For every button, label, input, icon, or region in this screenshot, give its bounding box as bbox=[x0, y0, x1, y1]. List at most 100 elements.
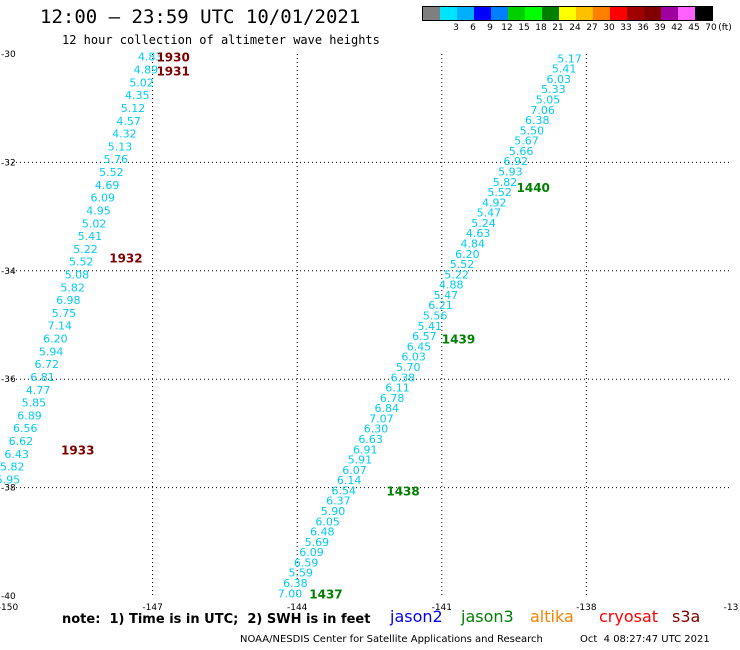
legend-label: 12 bbox=[501, 23, 513, 33]
wave-height-value: 6.91 bbox=[353, 443, 378, 456]
wave-height-value: 6.11 bbox=[385, 382, 410, 395]
legend-swatch bbox=[542, 7, 559, 20]
wave-height-value: 5.22 bbox=[73, 243, 98, 256]
wave-height-value: 6.37 bbox=[326, 495, 351, 508]
legend-swatch bbox=[576, 7, 593, 20]
pass-time-label: 1439 bbox=[442, 333, 475, 347]
satellite-legend-entry: jason3 bbox=[461, 607, 514, 626]
wave-height-value: 6.38 bbox=[283, 577, 308, 590]
wave-height-value: 6.09 bbox=[91, 192, 116, 205]
satellite-legend-entry: jason2 bbox=[390, 607, 443, 626]
wave-height-value: 5.41 bbox=[552, 63, 577, 76]
wave-height-value: 6.81 bbox=[30, 371, 55, 384]
wave-height-value: 5.24 bbox=[471, 217, 496, 230]
wave-height-value: 5.82 bbox=[60, 281, 85, 294]
wave-height-value: 6.05 bbox=[315, 515, 340, 528]
wave-height-value: 4.83 bbox=[138, 51, 163, 64]
satellite-legend-entry: s3a bbox=[672, 607, 701, 626]
x-tick-label: -13 bbox=[724, 603, 739, 613]
legend-swatch bbox=[491, 7, 508, 20]
pass-time-label: 1932 bbox=[109, 251, 142, 265]
satellite-legend-entry: cryosat bbox=[599, 607, 659, 626]
pass-time-label: 1933 bbox=[61, 444, 94, 458]
wave-height-value: 6.56 bbox=[13, 422, 38, 435]
wave-height-value: 5.02 bbox=[129, 76, 154, 89]
pass-time-label: 1438 bbox=[386, 484, 419, 498]
wave-height-value: 6.38 bbox=[391, 371, 416, 384]
wave-height-value: 5.67 bbox=[514, 135, 539, 148]
wave-height-value: 6.59 bbox=[294, 556, 319, 569]
wave-height-value: 5.94 bbox=[39, 345, 64, 358]
wave-height-value: 5.52 bbox=[69, 256, 94, 269]
x-tick-label: -147 bbox=[142, 603, 162, 613]
wave-height-value: 5.70 bbox=[396, 361, 421, 374]
wave-height-value: 5.95 bbox=[0, 473, 20, 486]
legend-label: 15 bbox=[518, 23, 530, 33]
generated-timestamp: Oct 4 08:27:47 UTC 2021 bbox=[580, 634, 710, 645]
pass-time-label: 1437 bbox=[309, 587, 342, 601]
wave-height-value: 5.91 bbox=[348, 454, 373, 467]
wave-height-value: 5.82 bbox=[493, 176, 518, 189]
wave-height-value: 6.57 bbox=[412, 330, 437, 343]
wave-height-value: 6.54 bbox=[331, 484, 356, 497]
wave-height-value: 5.66 bbox=[509, 145, 534, 158]
wave-height-value: 6.20 bbox=[455, 248, 480, 261]
wave-height-value: 6.14 bbox=[337, 474, 362, 487]
wave-height-value: 5.13 bbox=[108, 140, 133, 153]
wave-height-value: 5.33 bbox=[541, 83, 566, 96]
legend-swatch bbox=[423, 7, 440, 20]
legend-label: 30 bbox=[603, 23, 615, 33]
wave-height-value: 4.95 bbox=[86, 204, 111, 217]
legend-label: 36 bbox=[637, 23, 649, 33]
wave-height-value: 7.00 bbox=[278, 587, 303, 600]
footer-note: note: 1) Time is in UTC; 2) SWH is in fe… bbox=[62, 612, 371, 627]
legend-label: 24 bbox=[569, 23, 581, 33]
wave-height-value: 5.22 bbox=[444, 268, 469, 281]
wave-height-value: 5.69 bbox=[305, 536, 330, 549]
wave-height-color-legend: 3 6 9 12 15 18 21 24 27 30 33 36 39 42 45 70 (ft) bbox=[422, 6, 732, 35]
wave-height-value: 5.52 bbox=[450, 258, 475, 271]
wave-height-value: 6.30 bbox=[364, 423, 389, 436]
legend-swatch bbox=[610, 7, 627, 20]
y-tick-label: -40 bbox=[1, 592, 16, 602]
legend-label: 42 bbox=[671, 23, 683, 33]
wave-height-value: 5.02 bbox=[82, 217, 107, 230]
wave-height-value: 5.41 bbox=[418, 320, 443, 333]
wave-height-value: 7.14 bbox=[47, 320, 72, 333]
wave-height-value: 5.47 bbox=[434, 289, 459, 302]
legend-label: 3 bbox=[453, 23, 459, 33]
legend-label: 27 bbox=[586, 23, 598, 33]
legend-label: 21 bbox=[552, 23, 564, 33]
x-tick-label: -144 bbox=[287, 603, 308, 613]
legend-label: 9 bbox=[487, 23, 493, 33]
wave-height-value: 4.84 bbox=[461, 238, 486, 251]
legend-label: 45 bbox=[688, 23, 700, 33]
wave-height-value: 7.06 bbox=[530, 104, 555, 117]
satellite-legend-entry: altika bbox=[530, 607, 574, 626]
wave-height-value: 5.52 bbox=[99, 166, 124, 179]
wave-height-value: 4.77 bbox=[26, 384, 51, 397]
wave-height-value: 7.07 bbox=[369, 412, 394, 425]
wave-height-value: 6.98 bbox=[56, 294, 81, 307]
legend-swatch bbox=[474, 7, 491, 20]
wave-height-value: 6.84 bbox=[374, 402, 399, 415]
wave-height-value: 5.59 bbox=[288, 567, 313, 580]
y-tick-label: -38 bbox=[1, 484, 16, 494]
legend-swatch bbox=[661, 7, 678, 20]
wave-height-value: 5.17 bbox=[557, 52, 582, 65]
wave-height-value: 6.48 bbox=[310, 526, 335, 539]
legend-swatch bbox=[457, 7, 474, 20]
x-tick-label: -150 bbox=[0, 603, 18, 613]
legend-swatch bbox=[644, 7, 661, 20]
wave-height-value: 5.56 bbox=[423, 310, 448, 323]
legend-label: 18 bbox=[535, 23, 547, 33]
wave-height-value: 4.89 bbox=[134, 64, 159, 77]
y-tick-label: -30 bbox=[1, 50, 16, 60]
wave-height-value: 5.90 bbox=[321, 505, 346, 518]
legend-swatch bbox=[627, 7, 644, 20]
wave-height-value: 5.12 bbox=[121, 102, 146, 115]
pass-time-label: 1440 bbox=[517, 181, 550, 195]
legend-unit-label: (ft) bbox=[718, 23, 732, 33]
legend-label: 33 bbox=[620, 23, 632, 33]
